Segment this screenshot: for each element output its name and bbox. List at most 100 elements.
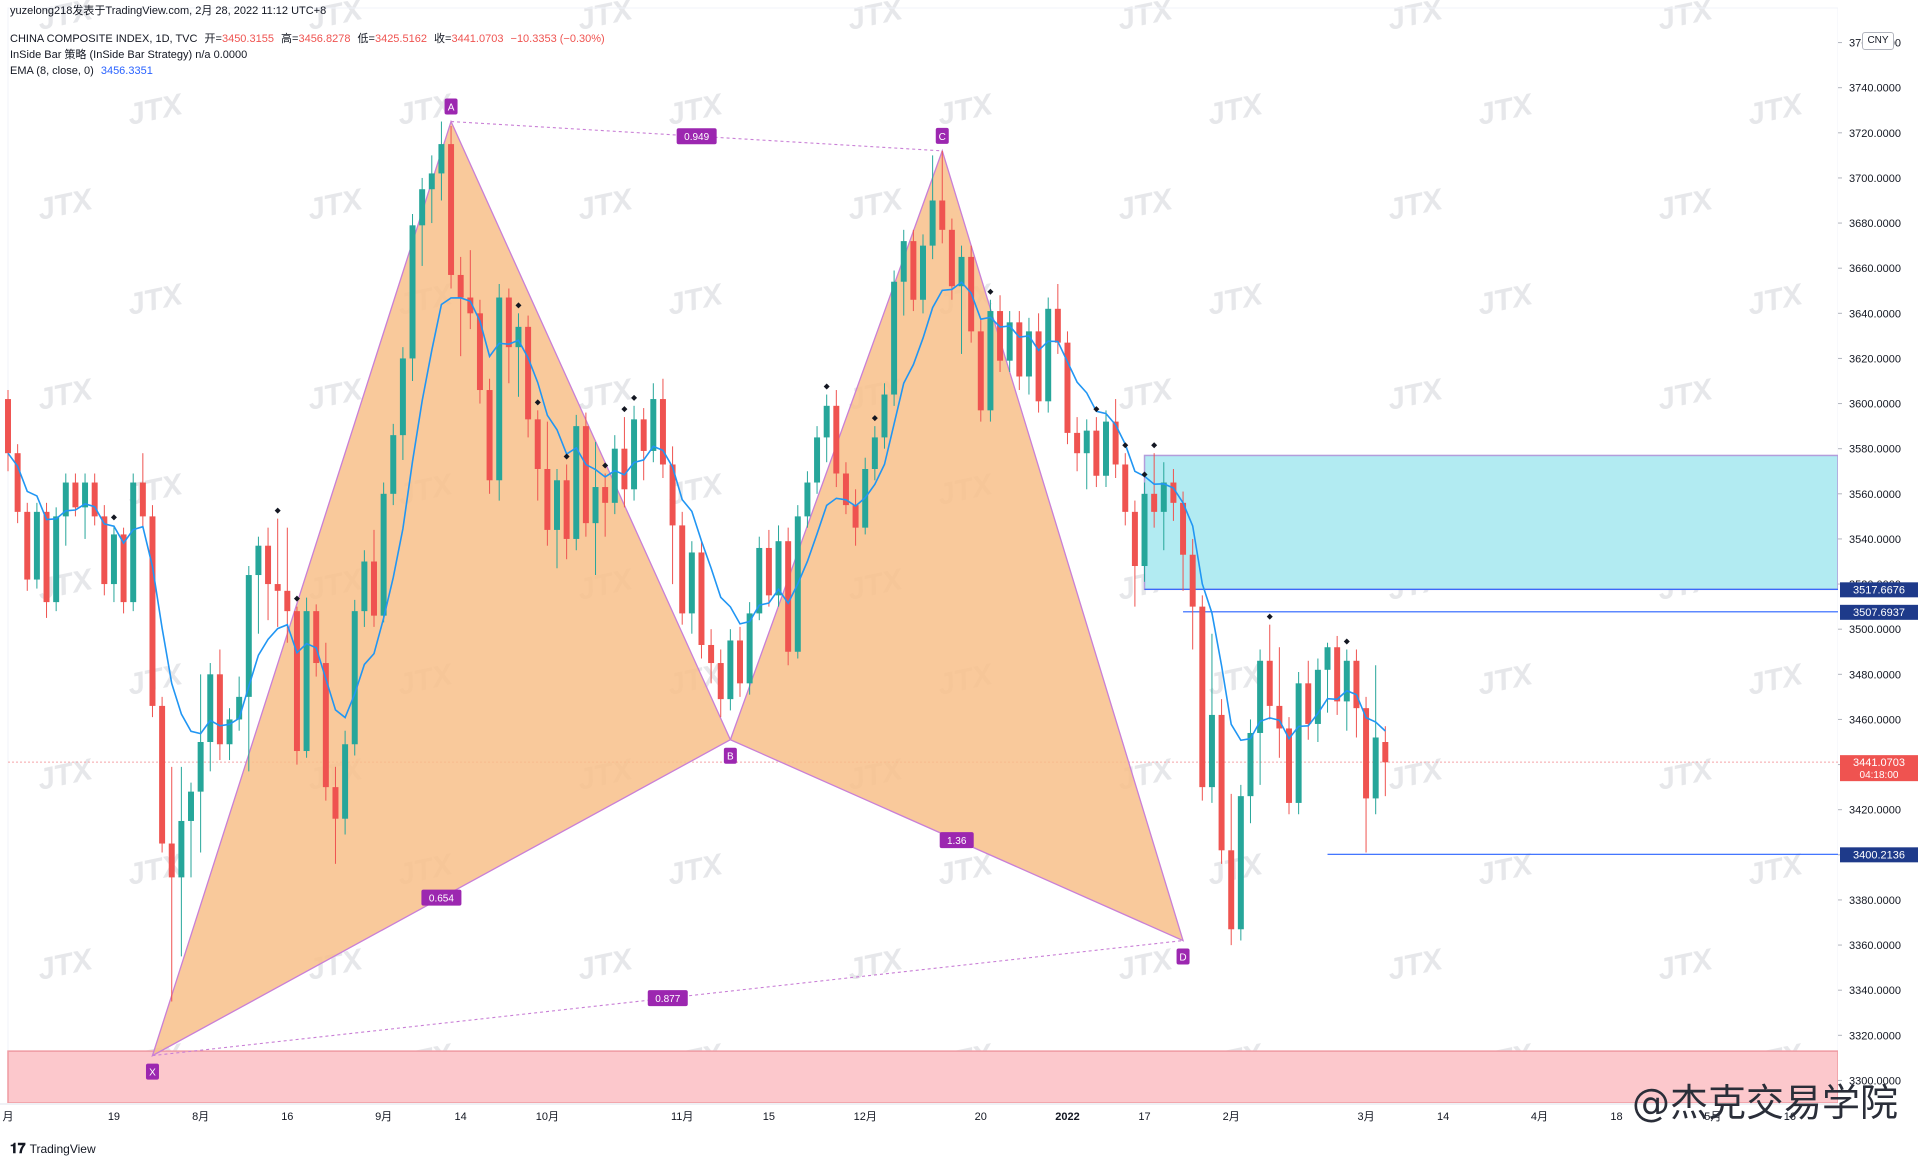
ema-legend[interactable]: EMA (8, close, 0) 3456.3351 (10, 64, 157, 78)
symbol-name[interactable]: CHINA COMPOSITE INDEX, 1D, TVC (10, 33, 198, 45)
candle-body (419, 189, 426, 226)
ratio-label-bg (676, 128, 717, 145)
inside-bar-marker (1343, 638, 1350, 645)
candle-body (82, 482, 89, 508)
low-label: 低= (357, 33, 375, 45)
ema-label[interactable]: EMA (8, close, 0) (10, 65, 94, 77)
candle-body (505, 297, 512, 348)
candle-body (457, 274, 464, 298)
candle-body (727, 640, 734, 700)
candle-body (611, 448, 618, 503)
watermark-text: JTX (1115, 943, 1178, 987)
watermark-text: JTX (35, 753, 98, 797)
candle-body (1064, 342, 1071, 433)
published-text: yuzelong218发表于TradingView.com, 2月 28, 20… (10, 5, 327, 17)
strategy-legend[interactable]: InSide Bar 策略 (InSide Bar Strategy) n/a … (10, 48, 251, 62)
price-tick-label: 3620.0000 (1849, 353, 1901, 365)
inside-bar-marker (1141, 471, 1148, 478)
candle-body (1131, 511, 1138, 567)
candle-body (1141, 493, 1148, 567)
level-price-label-bg (1840, 582, 1918, 598)
candle-body (814, 437, 821, 483)
open-value: 3450.3155 (221, 33, 274, 45)
candle-body (188, 791, 194, 821)
candle-body (1343, 660, 1350, 702)
tradingview-logo[interactable]: 𝟏𝟕 TradingView (10, 1140, 96, 1157)
candle-body (496, 297, 503, 481)
watermark-text: JTX (1655, 0, 1718, 37)
price-tick-label: 3320.0000 (1849, 1030, 1901, 1042)
candle-body (226, 719, 233, 745)
candle-body (24, 511, 31, 580)
watermark-text: JTX (35, 943, 98, 987)
candle-body (785, 541, 792, 652)
watermark-text: JTX (1205, 278, 1268, 322)
inside-bar-marker (1266, 613, 1273, 620)
watermark-text: JTX (125, 88, 188, 132)
candle-body (891, 281, 898, 395)
candle-body (833, 405, 840, 474)
watermark-text: JTX (1115, 373, 1178, 417)
candle-body (852, 505, 859, 528)
candle-body (1382, 742, 1389, 763)
watermark-text: JTX (1205, 88, 1268, 132)
watermark-text: JTX (35, 183, 98, 227)
candle-body (62, 482, 69, 517)
time-tick-label: 月 (3, 1111, 14, 1123)
candle-body (554, 480, 560, 530)
watermark-text: JTX (1205, 848, 1268, 892)
time-tick-label: 16 (281, 1111, 293, 1123)
pattern-point-x-bg (145, 1063, 159, 1080)
candle-body (274, 584, 281, 591)
candle-body (765, 547, 772, 596)
open-label: 开= (204, 33, 222, 45)
time-tick-label: 8月 (192, 1111, 209, 1123)
pattern-point-a-text: A (448, 103, 455, 114)
level-price-label: 3400.2136 (1853, 849, 1905, 861)
watermark-text: JTX (1385, 943, 1448, 987)
pattern-labels-layer: X A B C D 0.949 0.654 1.36 0.877 (145, 98, 1190, 1080)
price-tick-label: 3660.0000 (1849, 263, 1901, 275)
candle-body (1208, 714, 1215, 788)
time-tick-label: 3月 (1357, 1111, 1374, 1123)
candle-body (544, 468, 551, 530)
price-tick-label: 3500.0000 (1849, 624, 1901, 636)
candle-body (958, 256, 965, 287)
ratio-label-text: 0.654 (429, 894, 454, 905)
symbol-legend[interactable]: CHINA COMPOSITE INDEX, 1D, TVC 开=3450.31… (10, 32, 609, 46)
candle-body (1006, 322, 1013, 361)
ema-layer (7, 281, 1386, 742)
candle-body (293, 611, 300, 752)
candle-body (159, 705, 166, 844)
inside-bar-marker (1093, 406, 1100, 413)
candle-body (1305, 683, 1312, 724)
time-axis-bg (0, 1103, 1920, 1165)
pattern-point-c-bg (935, 127, 949, 144)
candle-body (1295, 683, 1302, 803)
last-price-label-countdown: 04:18:00 (1860, 770, 1899, 781)
inside-bar-marker (823, 383, 830, 390)
price-tick-label: 3540.0000 (1849, 534, 1901, 546)
inside-bar-marker (602, 462, 609, 469)
candle-body (130, 482, 137, 603)
watermark-text: JTX (1385, 753, 1448, 797)
pattern-point-d-bg (1176, 948, 1190, 965)
watermark-text: JTX (1115, 0, 1178, 37)
ratio-label: 0.877 (647, 990, 688, 1007)
time-tick-label: 10月 (536, 1111, 559, 1123)
watermark-text: JTX (125, 278, 188, 322)
level-price-label-bg (1840, 604, 1918, 620)
candle-body (313, 611, 320, 664)
price-tick-label: 3720.0000 (1849, 128, 1901, 140)
candle-body (842, 473, 849, 506)
candle-body (602, 487, 609, 503)
candle-body (409, 225, 416, 359)
candle-body (91, 482, 98, 517)
currency-button[interactable]: CNY (1862, 32, 1894, 50)
strategy-text[interactable]: InSide Bar 策略 (InSide Bar Strategy) n/a … (10, 49, 248, 61)
candle-body (1016, 322, 1023, 377)
pattern-point-x: X (145, 1063, 159, 1080)
inside-bar-marker (274, 507, 281, 514)
